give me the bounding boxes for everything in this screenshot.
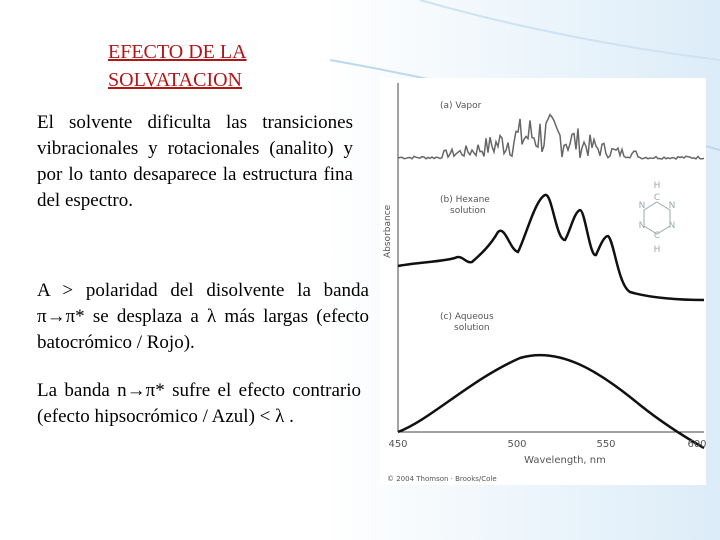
figure-panel [380,78,706,485]
atom-label: C [654,231,660,241]
atom-label: N [639,221,646,231]
panel-label: solution [454,323,490,333]
hexane-spectrum [397,193,705,302]
x-axis-label: Wavelength, nm [524,455,606,466]
atom-label: H [654,245,661,255]
molecule [643,201,671,235]
y-axis-label: Absorbance [383,204,393,258]
credit: © 2004 Thomson · Brooks/Cole [387,475,497,483]
atom-label: N [669,201,676,211]
title-line: EFECTO DE LA [108,41,247,63]
x-tick-label: 450 [388,439,407,450]
panel-label: (a) Vapor [440,101,482,111]
paragraph: La banda n→π* sufre el efecto contrario … [37,380,361,427]
paragraph: El solvente dificulta las transiciones v… [37,112,353,211]
vapor-spectrum [397,113,705,160]
panel-label: (c) Aqueous [440,312,494,322]
x-tick-label: 500 [507,439,526,450]
panel-label: solution [450,206,486,216]
aqueous-spectrum [397,353,705,450]
x-tick-label: 600 [687,439,706,450]
atom-label: N [639,201,646,211]
paragraph: A > polaridad del disolvente la banda π→… [37,280,369,353]
title-line: SOLVATACION [108,69,242,91]
atom-label: N [669,221,676,231]
atom-label: H [654,181,661,191]
slide-title: EFECTO DE LA SOLVATACION [108,38,247,94]
atom-label: C [654,193,660,203]
x-tick-label: 550 [596,439,615,450]
panel-label: (b) Hexane [440,195,490,205]
